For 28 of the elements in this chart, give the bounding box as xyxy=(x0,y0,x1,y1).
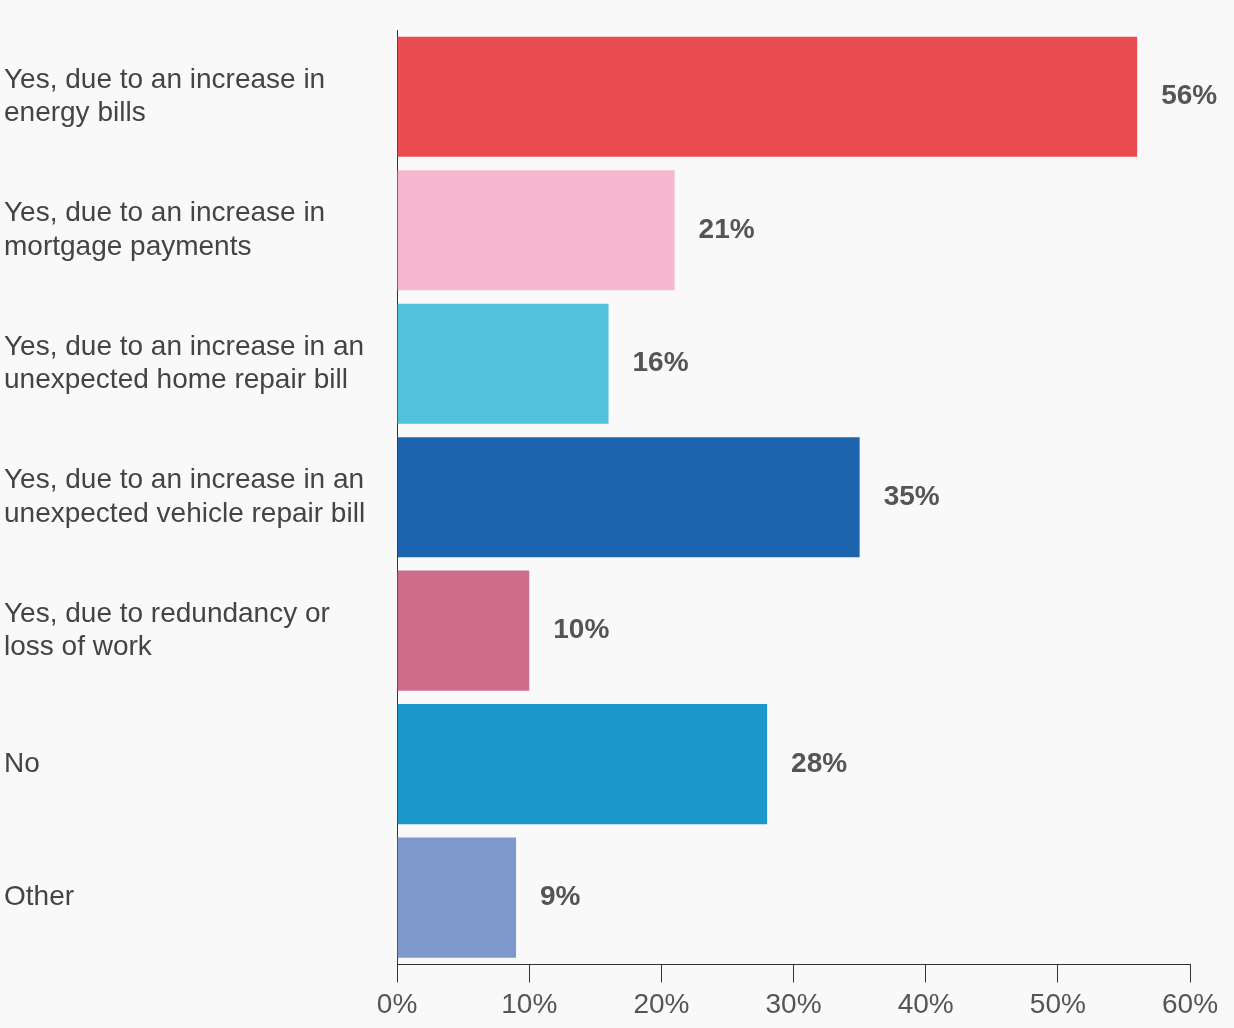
y-tick-label: Yes, due to redundancy or loss of work xyxy=(4,596,330,662)
x-tick-label: 50% xyxy=(1029,987,1086,1019)
x-tick-label: 40% xyxy=(897,987,954,1019)
data-label: 9% xyxy=(540,880,581,912)
bar xyxy=(397,437,860,558)
data-label: 16% xyxy=(632,346,689,378)
data-label: 10% xyxy=(553,613,610,645)
data-label: 56% xyxy=(1161,79,1218,111)
x-tick-label: 0% xyxy=(376,987,418,1019)
y-tick-label: Yes, due to an increase in an unexpected home repair bill xyxy=(4,329,365,395)
x-tick-label: 10% xyxy=(501,987,558,1019)
y-tick-label: No xyxy=(4,746,40,778)
bar xyxy=(397,303,609,424)
data-label: 35% xyxy=(883,479,940,511)
data-label: 28% xyxy=(791,746,848,778)
y-tick-label: Other xyxy=(4,880,75,912)
y-tick-label: Yes, due to an increase in mortgage payments xyxy=(4,196,326,261)
bar xyxy=(397,36,1138,157)
x-tick-label: 60% xyxy=(1161,987,1219,1019)
bar xyxy=(397,837,517,958)
bar xyxy=(397,570,530,691)
x-tick-label: 20% xyxy=(633,987,690,1019)
bar xyxy=(397,704,768,825)
data-label: 21% xyxy=(698,212,755,244)
y-tick-label: Yes, due to an increase in energy bills xyxy=(4,62,326,128)
x-tick-label: 30% xyxy=(765,987,822,1019)
y-tick-label: Yes, due to an increase in an unexpected vehicle repair bill xyxy=(4,463,366,528)
bar xyxy=(397,170,675,291)
